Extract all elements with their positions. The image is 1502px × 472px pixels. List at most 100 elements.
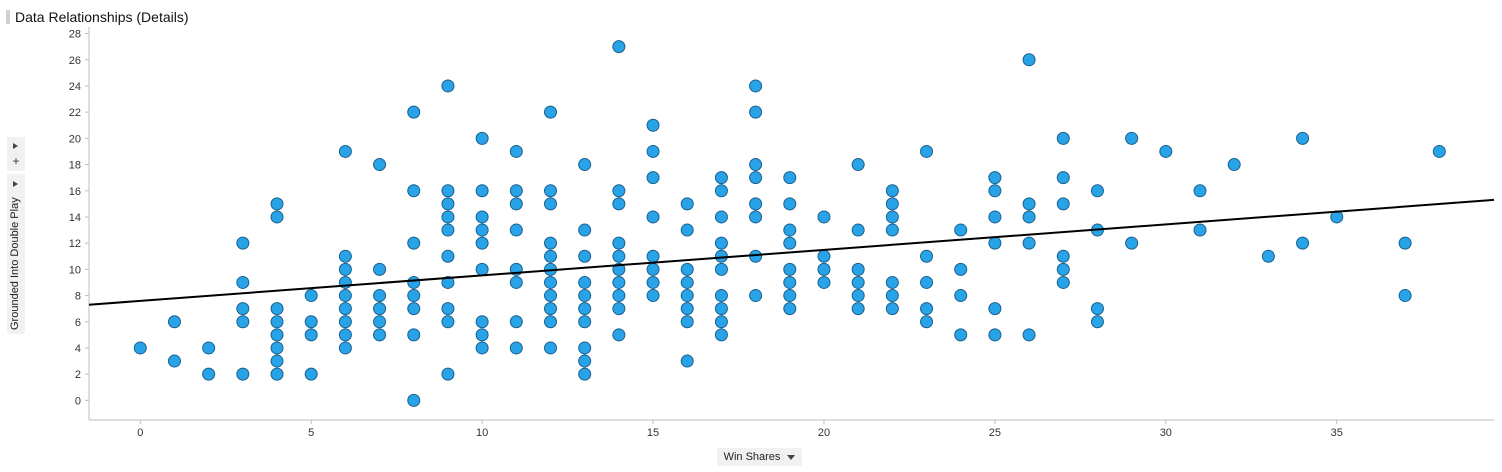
data-point — [270, 328, 284, 342]
data-point — [1193, 223, 1207, 237]
y-tick-label: 4 — [75, 343, 81, 355]
data-point — [407, 302, 421, 316]
y-tick-label: 0 — [75, 395, 81, 407]
data-point — [988, 328, 1002, 342]
data-point — [646, 171, 660, 185]
trendline-group — [88, 198, 1495, 306]
triangle-right-icon[interactable] — [13, 143, 18, 149]
data-point — [1125, 236, 1139, 250]
data-point — [1090, 184, 1104, 198]
data-point — [1227, 158, 1241, 172]
data-point — [783, 302, 797, 316]
data-point — [475, 236, 489, 250]
data-point — [578, 289, 592, 303]
data-point — [543, 236, 557, 250]
data-point — [954, 262, 968, 276]
y-tick-label: 22 — [69, 107, 81, 119]
data-point — [407, 275, 421, 289]
data-point — [851, 275, 865, 289]
data-point — [646, 249, 660, 263]
data-point — [920, 144, 934, 158]
data-point — [1022, 236, 1036, 250]
data-point — [543, 105, 557, 119]
y-tick-label: 8 — [75, 291, 81, 303]
data-point — [1261, 249, 1275, 263]
data-point — [1056, 131, 1070, 145]
data-point — [988, 184, 1002, 198]
data-point — [338, 328, 352, 342]
data-point — [783, 197, 797, 211]
data-point — [680, 315, 694, 329]
data-point — [543, 197, 557, 211]
data-point — [578, 223, 592, 237]
x-axis-selector[interactable]: Win Shares — [717, 448, 802, 466]
data-point — [1159, 144, 1173, 158]
data-point — [1090, 315, 1104, 329]
y-tick-label: 2 — [75, 369, 81, 381]
data-point — [817, 275, 831, 289]
data-point — [167, 354, 181, 368]
data-point — [441, 275, 455, 289]
data-points — [133, 40, 1446, 407]
data-point — [304, 289, 318, 303]
data-point — [885, 289, 899, 303]
data-point — [304, 328, 318, 342]
data-point — [578, 249, 592, 263]
data-point — [407, 105, 421, 119]
chart-header: Data Relationships (Details) — [6, 8, 189, 26]
y-tick-label: 12 — [69, 238, 81, 250]
chevron-down-icon[interactable] — [787, 454, 796, 460]
drag-handle[interactable] — [6, 10, 10, 24]
data-point — [714, 262, 728, 276]
data-point — [1296, 131, 1310, 145]
data-point — [612, 197, 626, 211]
data-point — [1398, 289, 1412, 303]
x-tick-label: 20 — [818, 427, 830, 439]
data-point — [578, 354, 592, 368]
data-point — [749, 79, 763, 93]
data-point — [783, 289, 797, 303]
y-axis-selector[interactable] — [7, 174, 25, 334]
y-tick-label: 6 — [75, 317, 81, 329]
data-point — [543, 249, 557, 263]
data-point — [749, 105, 763, 119]
page-title: Data Relationships (Details) — [15, 9, 189, 25]
data-point — [988, 302, 1002, 316]
data-point — [236, 315, 250, 329]
data-point — [646, 289, 660, 303]
triangle-right-icon[interactable] — [13, 181, 18, 187]
plus-icon[interactable]: + — [12, 154, 20, 168]
x-tick-label: 15 — [647, 427, 659, 439]
data-point — [714, 302, 728, 316]
data-point — [1056, 275, 1070, 289]
data-point — [1398, 236, 1412, 250]
data-point — [680, 262, 694, 276]
data-point — [783, 236, 797, 250]
data-point — [714, 315, 728, 329]
data-point — [612, 289, 626, 303]
data-point — [885, 275, 899, 289]
data-point — [851, 158, 865, 172]
x-axis-label[interactable]: Win Shares — [723, 451, 781, 463]
data-point — [407, 328, 421, 342]
data-point — [475, 328, 489, 342]
data-point — [714, 236, 728, 250]
data-point — [509, 275, 523, 289]
data-point — [475, 184, 489, 198]
data-point — [167, 315, 181, 329]
x-tick-label: 25 — [989, 427, 1001, 439]
data-point — [612, 275, 626, 289]
data-point — [920, 249, 934, 263]
data-point — [236, 275, 250, 289]
data-point — [1090, 302, 1104, 316]
data-point — [338, 262, 352, 276]
data-point — [646, 118, 660, 132]
data-point — [202, 341, 216, 355]
y-tick-label: 16 — [69, 186, 81, 198]
data-point — [270, 315, 284, 329]
data-point — [441, 249, 455, 263]
data-point — [475, 262, 489, 276]
data-point — [509, 341, 523, 355]
data-point — [475, 210, 489, 224]
data-point — [714, 184, 728, 198]
